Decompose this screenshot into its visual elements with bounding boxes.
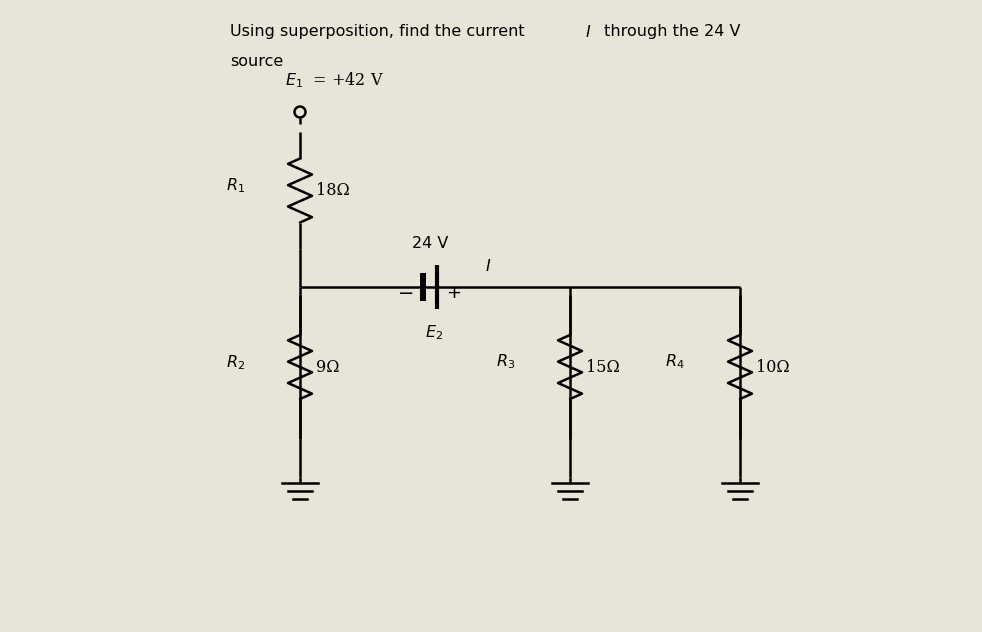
Text: $I$: $I$ — [485, 258, 491, 275]
Text: $R_1$: $R_1$ — [226, 176, 245, 195]
Text: −: − — [398, 284, 414, 303]
Text: 15Ω: 15Ω — [586, 358, 620, 375]
Text: through the 24 V: through the 24 V — [599, 24, 740, 39]
Text: source: source — [230, 54, 283, 69]
Text: 18Ω: 18Ω — [316, 182, 350, 199]
Text: $E_2$: $E_2$ — [425, 323, 443, 342]
Text: $R_3$: $R_3$ — [496, 353, 515, 372]
Text: Using superposition, find the current: Using superposition, find the current — [230, 24, 529, 39]
Text: 9Ω: 9Ω — [316, 360, 340, 377]
Text: $E_1$  = +42 V: $E_1$ = +42 V — [285, 70, 384, 90]
Text: 10Ω: 10Ω — [756, 358, 790, 375]
Text: $R_2$: $R_2$ — [226, 354, 245, 372]
Text: +: + — [447, 284, 462, 302]
Text: 24 V: 24 V — [411, 236, 448, 251]
Text: $I$: $I$ — [585, 24, 591, 40]
Text: $R_4$: $R_4$ — [666, 353, 685, 372]
